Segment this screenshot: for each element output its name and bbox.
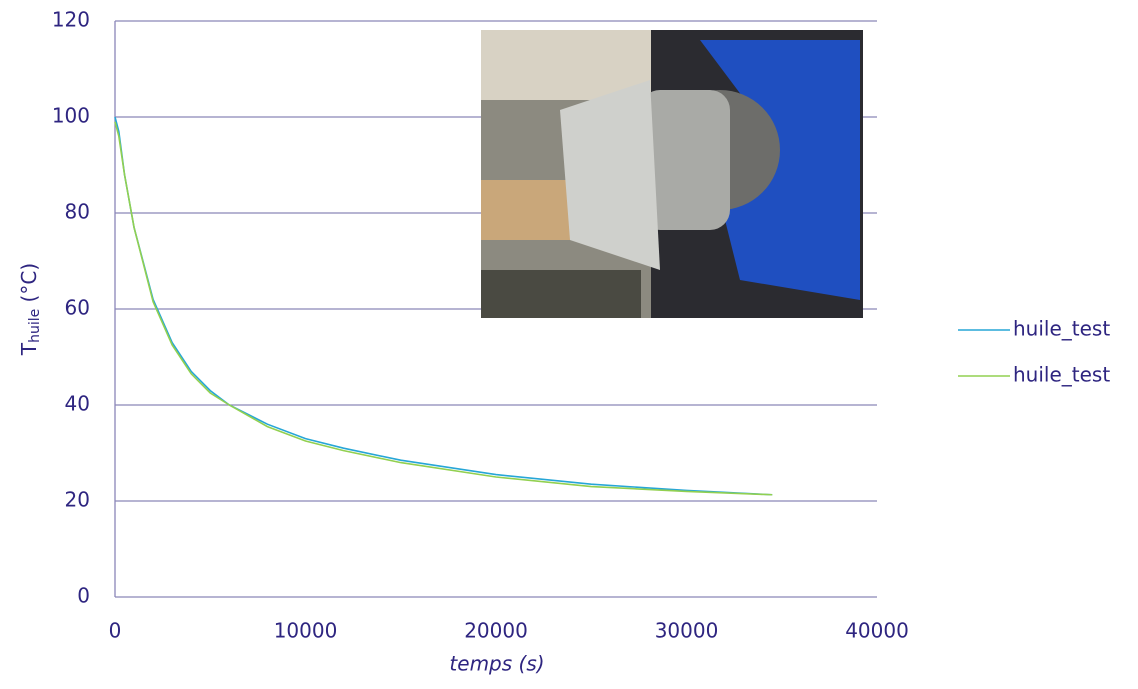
- x-tick-label: 20000: [464, 619, 528, 643]
- y-axis-label-main: T: [17, 342, 41, 356]
- x-tick-label: 0: [109, 619, 122, 643]
- y-tick-label: 100: [52, 104, 90, 128]
- x-tick-label: 10000: [274, 619, 338, 643]
- y-tick-label: 0: [77, 584, 90, 608]
- plot: 0 20 40 60 80 100 120 0 10000 20000 30000 40000 huil…: [52, 8, 1111, 643]
- x-axis-label: temps (s): [449, 652, 544, 676]
- series-line: [114, 121, 773, 496]
- y-tick-label: 40: [65, 392, 90, 416]
- y-tick-label: 120: [52, 8, 90, 32]
- x-tick-label: 30000: [655, 619, 719, 643]
- y-axis-label-sub: huile: [27, 309, 43, 343]
- y-tick-label: 80: [65, 200, 90, 224]
- y-tick-label: 60: [65, 296, 90, 320]
- y-axis-label-unit: (°C): [17, 263, 41, 309]
- y-axis-label: Thuile (°C): [17, 263, 44, 356]
- legend-label: huile_test: [1013, 363, 1110, 387]
- y-tick-label: 20: [65, 488, 90, 512]
- x-tick-label: 40000: [845, 619, 909, 643]
- legend-label: huile_test: [1013, 317, 1110, 341]
- photo-inset: [481, 30, 863, 318]
